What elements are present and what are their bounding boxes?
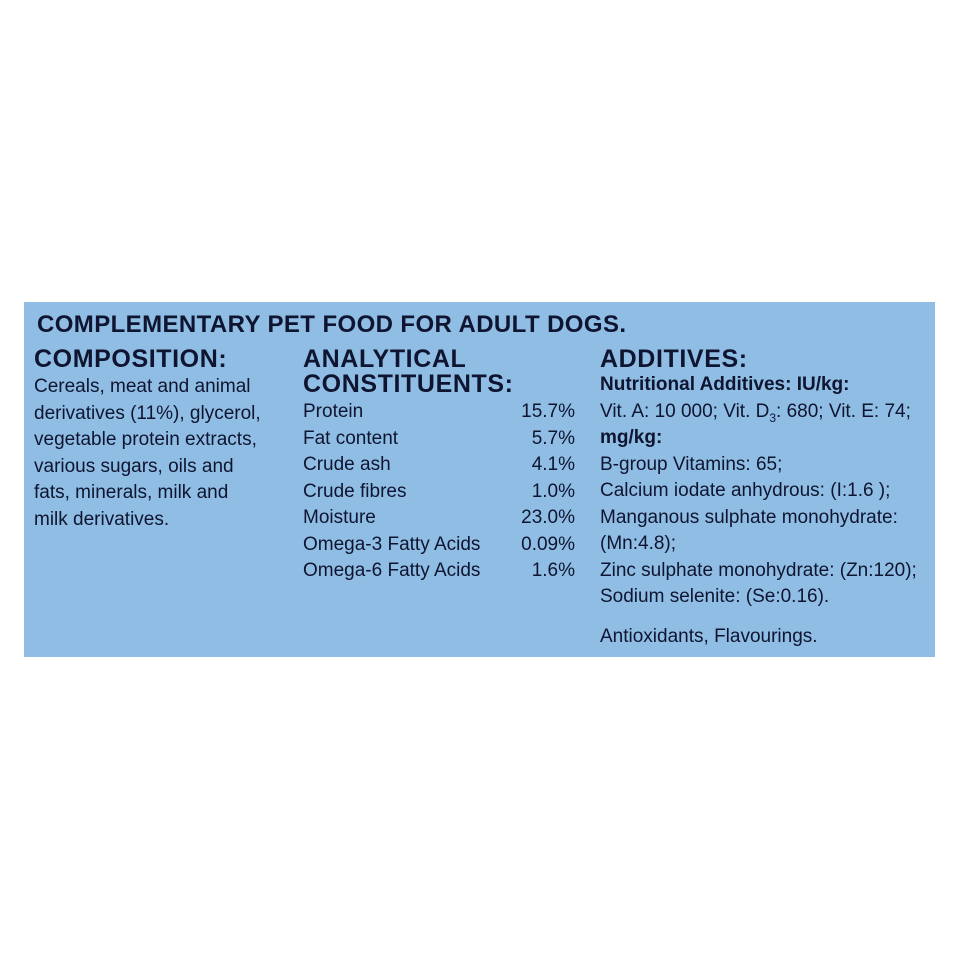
additive-line: B-group Vitamins: 65; bbox=[600, 453, 783, 475]
additives-heading: ADDITIVES: bbox=[600, 345, 748, 373]
analytical-row: Crude ash 4.1% bbox=[303, 452, 575, 479]
constituent-name: Crude fibres bbox=[303, 480, 407, 502]
constituent-name: Fat content bbox=[303, 427, 399, 449]
vitamins-line: Vit. A: 10 000; Vit. D3: 680; Vit. E: 74… bbox=[600, 399, 930, 426]
additive-line: Zinc sulphate monohydrate: (Zn:120); bbox=[600, 559, 917, 581]
analytical-row: Omega-6 Fatty Acids 1.6% bbox=[303, 558, 575, 585]
constituent-name: Crude ash bbox=[303, 454, 391, 475]
analytical-row: Omega-3 Fatty Acids 0.09% bbox=[303, 532, 575, 559]
constituent-value: 1.6% bbox=[531, 560, 575, 581]
analytical-heading-line-2: CONSTITUENTS: bbox=[303, 370, 514, 398]
constituent-name: Omega-3 Fatty Acids bbox=[303, 533, 481, 555]
composition-text: Cereals, meat and animal derivatives (11… bbox=[34, 374, 289, 533]
constituent-name: Omega-6 Fatty Acids bbox=[303, 560, 481, 581]
composition-line: derivatives (11%), glycerol, bbox=[34, 402, 261, 424]
mgkg-label: mg/kg: bbox=[600, 427, 663, 448]
analytical-section: ANALYTICAL CONSTITUENTS: Protein 15.7% F… bbox=[303, 347, 575, 585]
analytical-row: Crude fibres 1.0% bbox=[303, 479, 575, 506]
constituent-value: 4.1% bbox=[531, 454, 575, 475]
constituent-value: 5.7% bbox=[531, 427, 575, 449]
constituent-value: 15.7% bbox=[521, 401, 575, 422]
analytical-row: Protein 15.7% bbox=[303, 399, 575, 426]
analytical-row: Moisture 23.0% bbox=[303, 505, 575, 532]
nutritional-additives-label: Nutritional Additives: IU/kg: bbox=[600, 374, 850, 395]
additives-section: ADDITIVES: Nutritional Additives: IU/kg:… bbox=[600, 347, 930, 650]
additive-line: (Mn:4.8); bbox=[600, 533, 677, 554]
additive-line: Sodium selenite: (Se:0.16). bbox=[600, 586, 830, 607]
composition-line: fats, minerals, milk and bbox=[34, 482, 229, 503]
constituent-value: 1.0% bbox=[531, 480, 575, 502]
constituent-name: Moisture bbox=[303, 507, 376, 528]
additive-line: Manganous sulphate monohydrate: bbox=[600, 506, 898, 528]
constituent-name: Protein bbox=[303, 401, 364, 422]
analytical-table: Protein 15.7% Fat content 5.7% Crude ash… bbox=[303, 399, 575, 585]
vitamins-text-rest: : 680; Vit. E: 74; bbox=[776, 400, 911, 422]
constituent-value: 23.0% bbox=[521, 507, 575, 528]
nutrition-label-panel: COMPLEMENTARY PET FOOD FOR ADULT DOGS. C… bbox=[24, 302, 935, 657]
composition-line: various sugars, oils and bbox=[34, 455, 234, 477]
composition-line: vegetable protein extracts, bbox=[34, 429, 257, 450]
composition-line: Cereals, meat and animal bbox=[34, 376, 251, 397]
analytical-row: Fat content 5.7% bbox=[303, 426, 575, 453]
composition-section: COMPOSITION: Cereals, meat and animal de… bbox=[34, 347, 289, 533]
composition-line: milk derivatives. bbox=[34, 508, 170, 530]
vitamin-d-subscript: 3 bbox=[769, 410, 777, 425]
label-title: COMPLEMENTARY PET FOOD FOR ADULT DOGS. bbox=[37, 311, 627, 338]
constituent-value: 0.09% bbox=[521, 533, 575, 555]
composition-heading: COMPOSITION: bbox=[34, 345, 228, 373]
analytical-heading-line-1: ANALYTICAL bbox=[303, 345, 467, 373]
spacer bbox=[600, 611, 930, 624]
additives-footer: Antioxidants, Flavourings. bbox=[600, 625, 818, 647]
additive-line: Calcium iodate anhydrous: (I:1.6 ); bbox=[600, 480, 891, 501]
vitamins-text: Vit. A: 10 000; Vit. D bbox=[600, 400, 770, 422]
